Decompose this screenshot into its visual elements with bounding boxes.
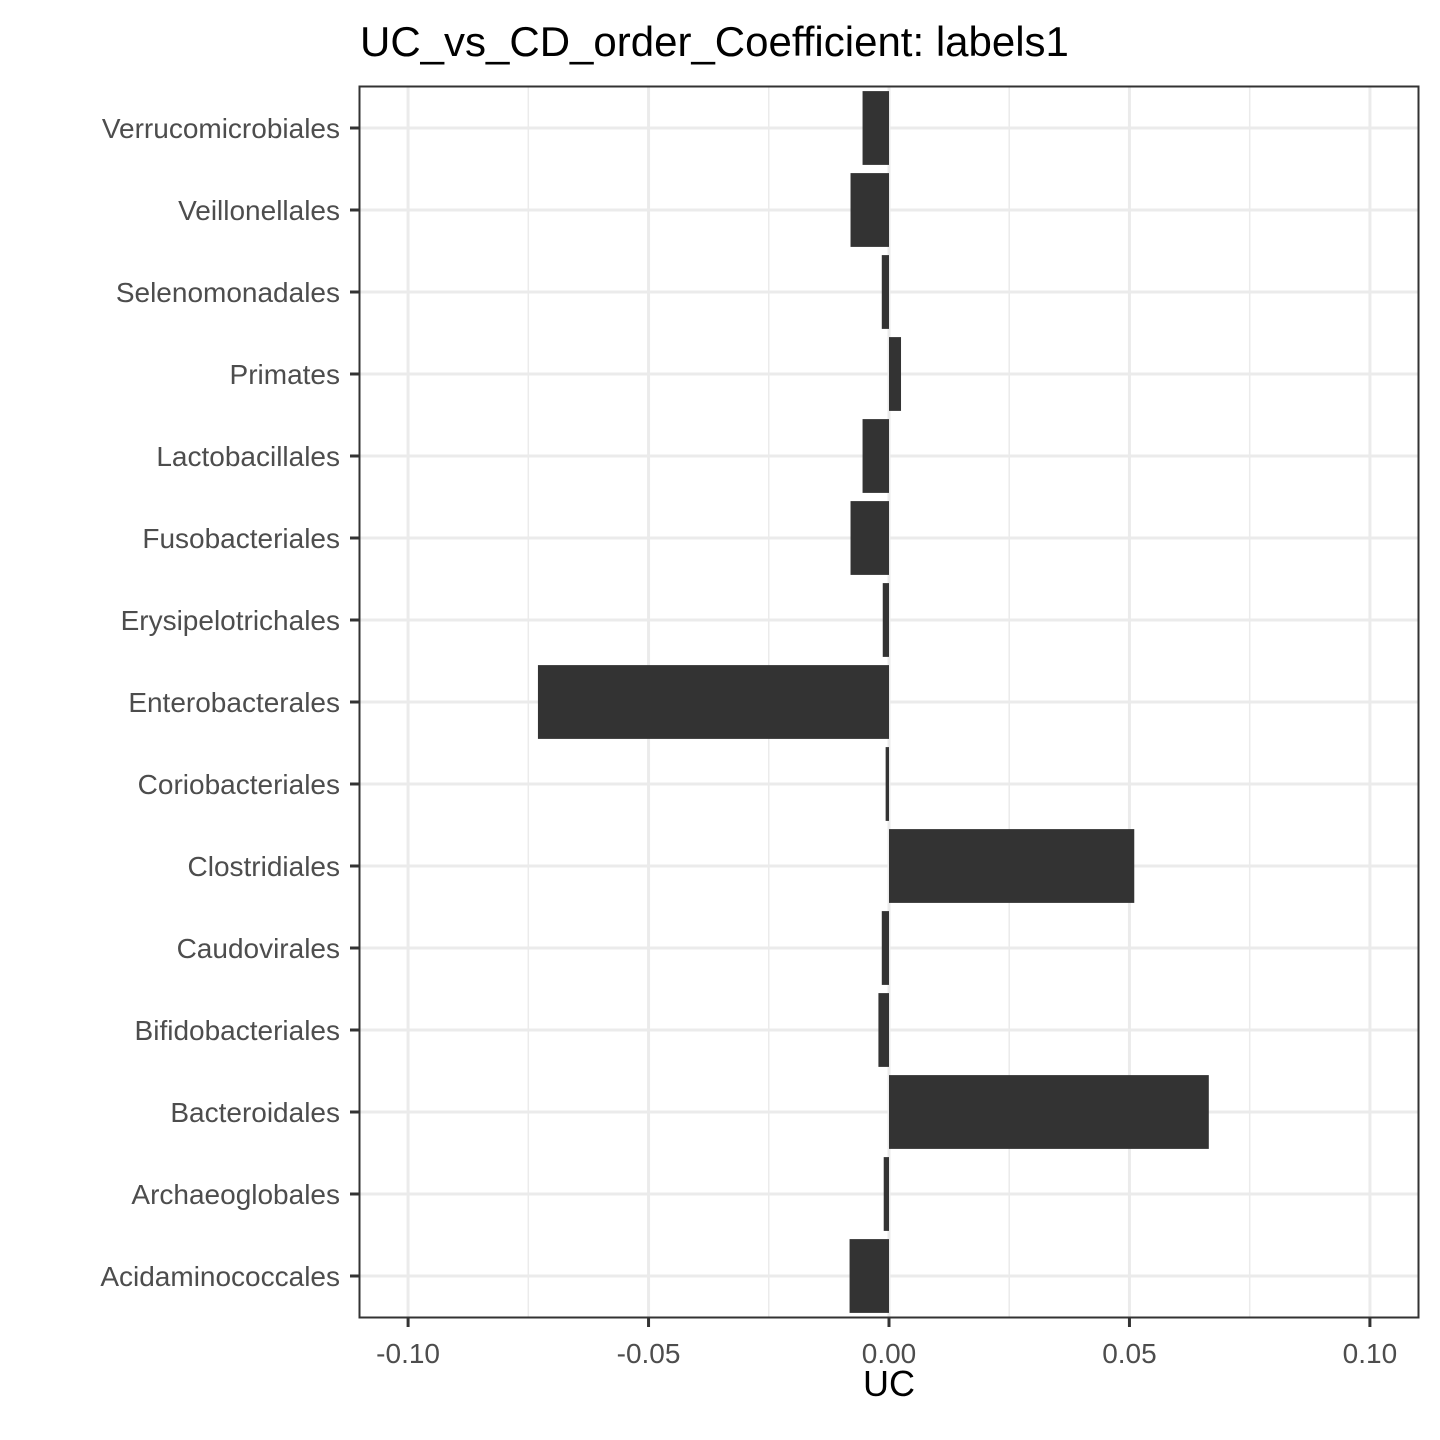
bar — [537, 665, 889, 739]
y-tick-label: Coriobacteriales — [138, 769, 340, 800]
x-tick-label: 0.10 — [1343, 1338, 1398, 1369]
bar — [878, 993, 889, 1067]
chart-title: UC_vs_CD_order_Coefficient: labels1 — [360, 18, 1069, 65]
y-tick-label: Fusobacteriales — [142, 523, 340, 554]
bar — [881, 911, 889, 985]
bar — [885, 747, 889, 821]
bar — [850, 173, 889, 247]
y-tick-label: Enterobacterales — [128, 687, 340, 718]
x-tick-label: 0.05 — [1102, 1338, 1157, 1369]
y-tick-label: Erysipelotrichales — [121, 605, 340, 636]
y-tick-label: Selenomonadales — [116, 277, 340, 308]
x-tick-label: 0.00 — [862, 1338, 917, 1369]
y-tick-label: Archaeoglobales — [131, 1179, 340, 1210]
bar — [889, 1075, 1209, 1149]
x-tick-label: -0.10 — [376, 1338, 440, 1369]
bar — [882, 583, 889, 657]
y-tick-label: Primates — [230, 359, 340, 390]
bar — [849, 1239, 889, 1313]
y-tick-label: Verrucomicrobiales — [102, 113, 340, 144]
y-tick-label: Acidaminococcales — [100, 1261, 340, 1292]
x-axis-title: UC — [863, 1363, 915, 1404]
y-tick-label: Veillonellales — [178, 195, 340, 226]
bar — [883, 1157, 889, 1231]
bar — [862, 91, 889, 165]
bar — [862, 419, 889, 493]
x-axis: -0.10 -0.05 0.00 0.05 0.10 — [376, 1317, 1397, 1369]
y-tick-label: Clostridiales — [188, 851, 341, 882]
x-tick-label: -0.05 — [617, 1338, 681, 1369]
y-tick-label: Lactobacillales — [156, 441, 340, 472]
y-tick-label: Caudovirales — [177, 933, 340, 964]
y-axis: Verrucomicrobiales Veillonellales Selenomo… — [100, 113, 360, 1292]
bar — [850, 501, 889, 575]
y-tick-label: Bifidobacteriales — [135, 1015, 340, 1046]
bar — [889, 829, 1135, 903]
bars — [537, 91, 1209, 1313]
y-tick-label: Bacteroidales — [170, 1097, 340, 1128]
bar — [889, 337, 902, 411]
bar — [881, 255, 889, 329]
